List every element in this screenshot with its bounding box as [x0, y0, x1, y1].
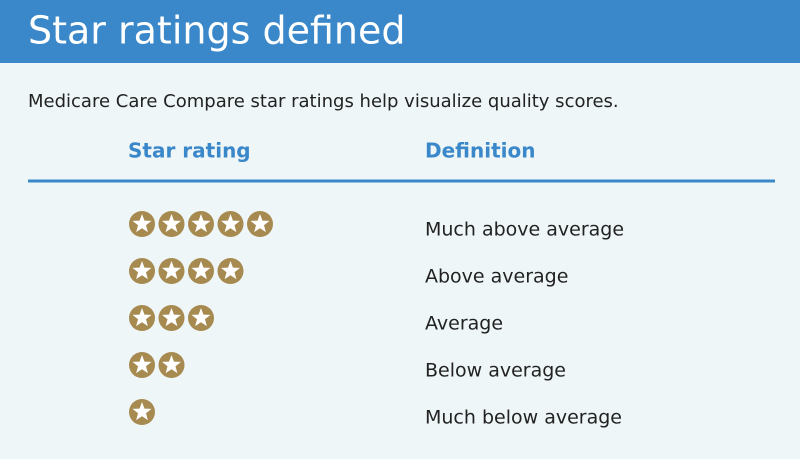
star-icon [220, 214, 241, 233]
definition-text: Much above average [425, 219, 624, 241]
star-icon [250, 214, 270, 233]
star-icon [161, 355, 182, 374]
intro-text: Medicare Care Compare star ratings help … [28, 91, 619, 112]
star-icon [220, 261, 241, 280]
star-icon [132, 308, 152, 327]
definition-text: Average [425, 313, 503, 335]
star-icon [132, 402, 152, 421]
star-icon [132, 214, 152, 233]
star-icon [191, 308, 211, 327]
star-icon [132, 355, 152, 374]
column-header: Definition [425, 139, 535, 163]
header-bar [0, 0, 800, 63]
star-rating [129, 305, 214, 331]
star-icon [161, 261, 182, 280]
column-header: Star rating [128, 139, 251, 163]
definition-text: Below average [425, 360, 566, 382]
star-icon [161, 214, 182, 233]
star-icon [161, 308, 182, 327]
star-rating [129, 352, 185, 378]
star-rating [129, 258, 244, 284]
definition-text: Above average [425, 266, 568, 288]
rows: Much above average Above average Average Be… [129, 211, 624, 429]
definition-text: Much below average [425, 407, 622, 429]
header-title: Star ratings defined [28, 9, 405, 53]
star-icon [132, 261, 152, 280]
star-rating [129, 399, 155, 425]
star-rating [129, 211, 273, 237]
star-icon [191, 261, 211, 280]
star-icon [191, 214, 211, 233]
